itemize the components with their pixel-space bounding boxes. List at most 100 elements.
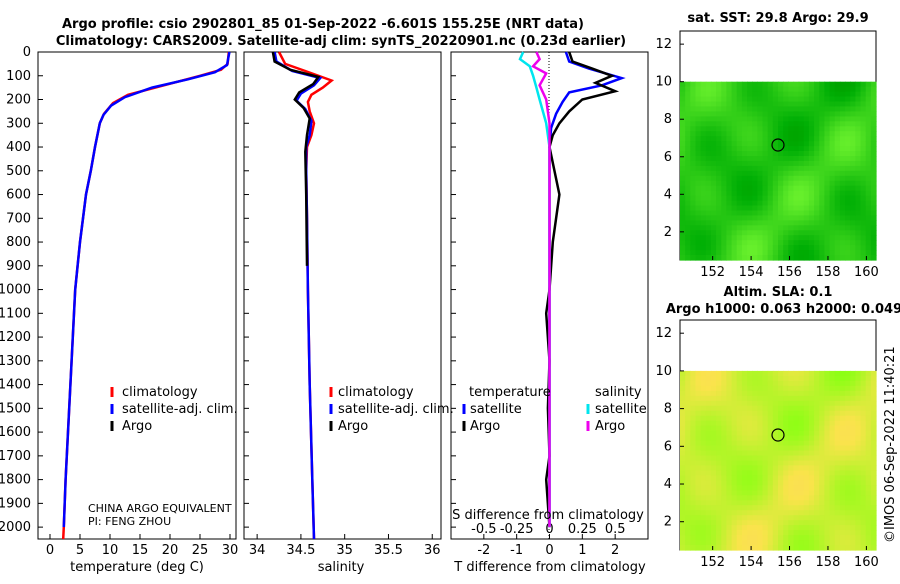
- heatmap-cell: [803, 535, 810, 541]
- heatmap-cell: [870, 425, 877, 432]
- heatmap-cell: [731, 510, 738, 516]
- heatmap-cell: [829, 535, 836, 541]
- heatmap-cell: [778, 220, 784, 226]
- heatmap-cell: [865, 185, 872, 192]
- heatmap-cell: [860, 160, 867, 167]
- heatmap-cell: [778, 210, 784, 217]
- heatmap-cell: [850, 225, 856, 231]
- heatmap-cell: [855, 520, 862, 526]
- heatmap-cell: [814, 106, 820, 112]
- heatmap-cell: [700, 215, 707, 221]
- heatmap-cell: [747, 215, 753, 221]
- heatmap-cell: [695, 460, 702, 467]
- heatmap-cell: [685, 146, 691, 152]
- heatmap-cell: [710, 250, 717, 256]
- heatmap-cell: [845, 220, 851, 226]
- heatmap-cell: [680, 121, 686, 127]
- heatmap-cell: [824, 215, 831, 221]
- heatmap-cell: [793, 525, 800, 531]
- heatmap-cell: [690, 535, 697, 541]
- heatmap-cell: [793, 170, 800, 177]
- heatmap-cell: [685, 175, 691, 182]
- heatmap-cell: [726, 180, 733, 187]
- heatmap-cell: [819, 405, 826, 412]
- heatmap-cell: [798, 495, 805, 501]
- heatmap-cell: [767, 390, 774, 397]
- heatmap-cell: [798, 220, 805, 226]
- heatmap-cell: [798, 175, 805, 182]
- heatmap-cell: [747, 81, 753, 88]
- heatmap-cell: [721, 200, 728, 207]
- heatmap-cell: [845, 210, 851, 217]
- heatmap-cell: [839, 151, 846, 157]
- heatmap-cell: [819, 121, 826, 127]
- heatmap-cell: [721, 450, 728, 457]
- heatmap-cell: [700, 146, 707, 152]
- heatmap-cell: [736, 410, 743, 417]
- heatmap-cell: [798, 435, 805, 442]
- temperature-x-axis: 0 5 10 15 20 25 30: [46, 534, 238, 558]
- heatmap-cell: [803, 185, 810, 192]
- heatmap-cell: [731, 185, 738, 192]
- depth-tick-label: 1900: [0, 496, 31, 511]
- heatmap-cell: [808, 235, 815, 241]
- heatmap-cell: [824, 450, 831, 457]
- heatmap-cell: [741, 175, 748, 182]
- heatmap-cell: [803, 405, 810, 412]
- heatmap-cell: [870, 430, 877, 437]
- heatmap-cell: [731, 225, 738, 231]
- heatmap-cell: [783, 96, 789, 103]
- heatmap-cell: [814, 146, 820, 152]
- heatmap-cell: [829, 490, 836, 496]
- heatmap-cell: [726, 490, 733, 496]
- heatmap-cell: [752, 385, 758, 392]
- heatmap-cell: [798, 111, 805, 117]
- heatmap-cell: [736, 510, 743, 516]
- heatmap-cell: [772, 450, 779, 457]
- heatmap-cell: [819, 170, 826, 177]
- heatmap-cell: [747, 430, 753, 437]
- heatmap-cell: [850, 410, 856, 417]
- heatmap-cell: [752, 430, 758, 437]
- heatmap-cell: [819, 116, 826, 122]
- heatmap-cell: [845, 91, 851, 98]
- heatmap-cell: [700, 545, 707, 551]
- salinity-xlabel: salinity: [318, 560, 365, 575]
- heatmap-cell: [845, 495, 851, 501]
- heatmap-cell: [788, 395, 795, 402]
- heatmap-cell: [716, 400, 722, 407]
- heatmap-cell: [710, 505, 717, 511]
- heatmap-cell: [695, 190, 702, 197]
- heatmap-cell: [819, 230, 826, 236]
- heatmap-cell: [824, 91, 831, 98]
- heatmap-cell: [865, 425, 872, 432]
- heatmap-cell: [772, 215, 779, 221]
- heatmap-cell: [855, 210, 862, 217]
- heatmap-cell: [798, 160, 805, 167]
- heatmap-cell: [757, 500, 764, 506]
- depth-tick-label: 2000: [0, 520, 31, 535]
- heatmap-cell: [783, 525, 789, 531]
- heatmap-cell: [680, 530, 686, 536]
- heatmap-cell: [829, 190, 836, 197]
- heatmap-cell: [834, 375, 841, 382]
- heatmap-cell: [695, 116, 702, 122]
- heatmap-cell: [757, 395, 764, 402]
- heatmap-cell: [829, 435, 836, 442]
- heatmap-cell: [767, 435, 774, 442]
- heatmap-cell: [870, 126, 877, 132]
- heatmap-cell: [726, 225, 733, 231]
- heatmap-cell: [721, 375, 728, 382]
- heatmap-cell: [710, 420, 717, 427]
- heatmap-cell: [845, 445, 851, 452]
- heatmap-cell: [710, 430, 717, 437]
- heatmap-cell: [757, 121, 764, 127]
- legend-temperature-title: temperature: [469, 385, 551, 400]
- heatmap-cell: [798, 255, 805, 261]
- heatmap-cell: [778, 425, 784, 432]
- heatmap-cell: [778, 240, 784, 246]
- heatmap-cell: [829, 255, 836, 261]
- heatmap-cell: [834, 215, 841, 221]
- heatmap-cell: [772, 410, 779, 417]
- heatmap-cell: [829, 415, 836, 422]
